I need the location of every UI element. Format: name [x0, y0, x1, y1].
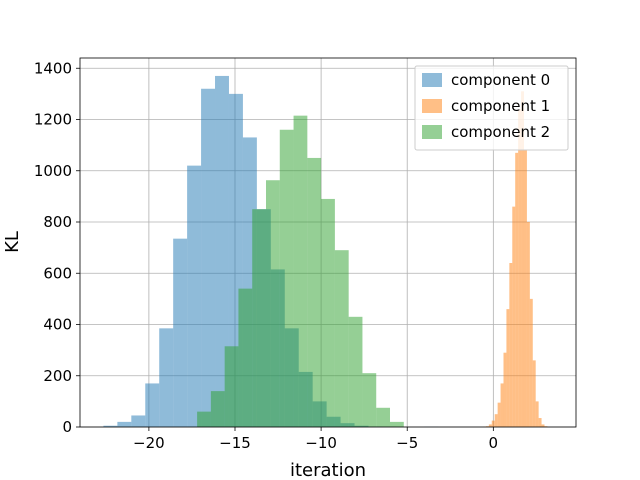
histogram-bar	[503, 352, 507, 427]
series-1-bars	[483, 91, 548, 427]
x-tick-label: −10	[305, 434, 337, 452]
histogram-bar	[334, 250, 349, 427]
histogram-bar	[506, 309, 510, 427]
histogram-bar	[488, 424, 492, 427]
histogram-bar	[348, 316, 363, 427]
x-tick-label: −15	[219, 434, 251, 452]
histogram-bar	[159, 328, 174, 427]
histogram-bar	[523, 150, 527, 427]
x-tick-label: −5	[396, 434, 418, 452]
histogram-bar	[187, 165, 202, 427]
legend-label: component 2	[451, 123, 550, 141]
y-tick-label: 0	[62, 418, 72, 436]
legend-label: component 0	[451, 71, 550, 89]
histogram-bar	[293, 115, 308, 427]
plot-frame	[79, 57, 577, 428]
y-tick-label: 1000	[34, 162, 72, 180]
histogram-bar	[321, 198, 335, 427]
histogram-bar	[238, 288, 253, 427]
x-tick-label: 0	[489, 434, 499, 452]
histogram-bar	[529, 298, 533, 427]
histogram-bar	[532, 360, 536, 427]
bars-layer	[103, 75, 548, 427]
histogram-bar	[279, 129, 294, 427]
histogram-bar	[491, 420, 495, 427]
y-axis-label: KL	[2, 231, 23, 253]
y-axis: 0 200 400 600 800 1000 1200 1400	[34, 59, 80, 436]
histogram-bar	[541, 424, 545, 427]
series-2-bars	[197, 115, 404, 427]
histogram-bar	[215, 75, 229, 427]
histogram-bar	[173, 238, 188, 427]
histogram-bar	[535, 401, 539, 427]
histogram-bar	[494, 414, 498, 427]
histogram-bar	[266, 180, 280, 427]
histogram-bar	[210, 391, 225, 427]
histogram-bar	[362, 373, 377, 427]
histogram-bar	[390, 421, 404, 427]
histogram-bar	[103, 425, 118, 427]
histogram-bar	[538, 418, 542, 427]
histogram-bar	[518, 109, 522, 427]
y-tick-label: 1400	[34, 59, 72, 77]
legend-swatch	[422, 125, 442, 139]
histogram-bar	[512, 206, 516, 427]
x-tick-label: −20	[133, 434, 165, 452]
legend-box	[414, 65, 569, 151]
histogram-bar	[526, 222, 530, 427]
histogram-bar	[515, 152, 519, 427]
histogram-bar	[197, 411, 211, 427]
y-tick-label: 200	[43, 367, 72, 385]
y-tick-label: 400	[43, 316, 72, 334]
histogram-bar	[252, 209, 266, 427]
histogram-bar	[500, 383, 504, 427]
histogram-bar	[509, 263, 513, 427]
histogram-bar	[521, 91, 524, 427]
histogram-bar	[307, 157, 322, 427]
legend-swatch	[422, 73, 442, 87]
histogram-bar	[224, 346, 239, 427]
y-tick-label: 800	[43, 213, 72, 231]
legend: component 0 component 1 component 2	[414, 65, 569, 151]
histogram-bar	[376, 407, 390, 427]
histogram-bar	[201, 88, 216, 427]
legend-items: component 0 component 1 component 2	[422, 71, 550, 141]
histogram-bar	[117, 421, 132, 427]
x-axis-label: iteration	[290, 460, 366, 480]
legend-swatch	[422, 99, 442, 113]
y-tick-label: 1200	[34, 111, 72, 129]
histogram-bar	[131, 415, 146, 427]
histogram-bar	[497, 402, 501, 427]
legend-label: component 1	[451, 97, 550, 115]
x-axis: −20 −15 −10 −5 0	[133, 427, 498, 452]
y-tick-label: 600	[43, 264, 72, 282]
histogram-bar	[145, 383, 160, 427]
